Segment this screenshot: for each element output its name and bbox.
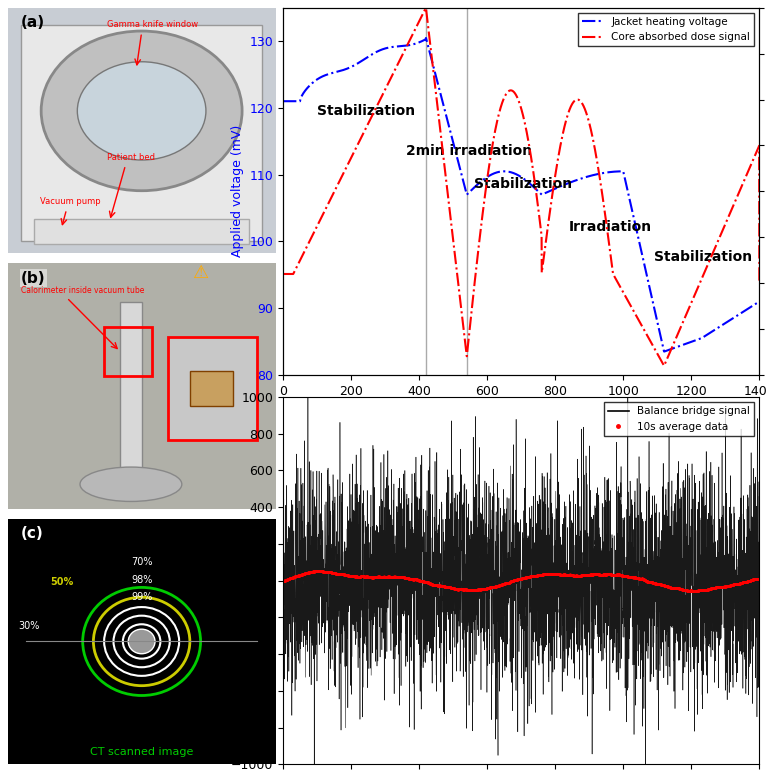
Bar bbox=[21, 25, 262, 241]
10s average data bbox=[755, 574, 764, 583]
Text: 30%: 30% bbox=[18, 621, 40, 631]
Text: 99%: 99% bbox=[131, 591, 153, 601]
10s average data bbox=[740, 577, 749, 587]
Text: CT scanned image: CT scanned image bbox=[90, 747, 193, 757]
Bar bbox=[169, 337, 257, 440]
Y-axis label: Applied voltage (mV): Applied voltage (mV) bbox=[231, 125, 244, 258]
Text: 50%: 50% bbox=[51, 577, 74, 587]
Text: 70%: 70% bbox=[131, 557, 153, 567]
Balance bridge signal bbox=[482, 533, 492, 542]
10s average data bbox=[684, 587, 693, 596]
Balance bridge signal bbox=[755, 557, 764, 567]
Legend: Jacket heating voltage, Core absorbed dose signal: Jacket heating voltage, Core absorbed do… bbox=[578, 13, 754, 46]
Text: Vacuum pump: Vacuum pump bbox=[40, 197, 100, 206]
10s average data bbox=[716, 583, 726, 592]
Balance bridge signal bbox=[740, 655, 749, 664]
Balance bridge signal bbox=[505, 593, 514, 602]
Ellipse shape bbox=[77, 62, 206, 160]
Legend: Balance bridge signal, 10s average data: Balance bridge signal, 10s average data bbox=[604, 402, 754, 435]
Text: 2min irradiation: 2min irradiation bbox=[406, 144, 532, 157]
X-axis label: Time (s): Time (s) bbox=[493, 403, 549, 417]
Text: 98%: 98% bbox=[131, 574, 153, 584]
Ellipse shape bbox=[80, 467, 182, 502]
Text: (c): (c) bbox=[21, 526, 44, 541]
10s average data bbox=[624, 572, 634, 581]
10s average data bbox=[482, 584, 492, 593]
Text: Irradiation: Irradiation bbox=[569, 221, 652, 235]
Line: 10s average data: 10s average data bbox=[282, 570, 760, 592]
Text: (a): (a) bbox=[21, 15, 45, 30]
Bar bbox=[35, 219, 249, 243]
Text: Gamma knife window: Gamma knife window bbox=[107, 20, 198, 29]
Balance bridge signal bbox=[716, 581, 726, 590]
Balance bridge signal bbox=[278, 550, 288, 560]
Line: Balance bridge signal: Balance bridge signal bbox=[283, 379, 759, 772]
Balance bridge signal bbox=[624, 634, 634, 643]
Text: Calorimeter inside vacuum tube: Calorimeter inside vacuum tube bbox=[21, 286, 144, 295]
10s average data bbox=[505, 578, 514, 587]
Text: Stabilization: Stabilization bbox=[653, 250, 752, 265]
Bar bbox=[190, 371, 232, 405]
Balance bridge signal bbox=[624, 374, 633, 384]
Ellipse shape bbox=[128, 629, 155, 654]
Balance bridge signal bbox=[479, 577, 488, 587]
Y-axis label: Voltage (nV): Voltage (nV) bbox=[212, 542, 225, 619]
10s average data bbox=[479, 584, 488, 594]
Text: (b): (b) bbox=[21, 270, 46, 286]
Bar bbox=[104, 327, 153, 376]
Text: Stabilization: Stabilization bbox=[473, 177, 571, 191]
Bar bbox=[120, 303, 142, 479]
Text: Patient bed: Patient bed bbox=[107, 153, 155, 162]
Ellipse shape bbox=[41, 31, 242, 191]
10s average data bbox=[314, 567, 324, 576]
10s average data bbox=[278, 577, 288, 586]
Text: Stabilization: Stabilization bbox=[317, 103, 415, 117]
Text: ⚠: ⚠ bbox=[193, 264, 209, 282]
